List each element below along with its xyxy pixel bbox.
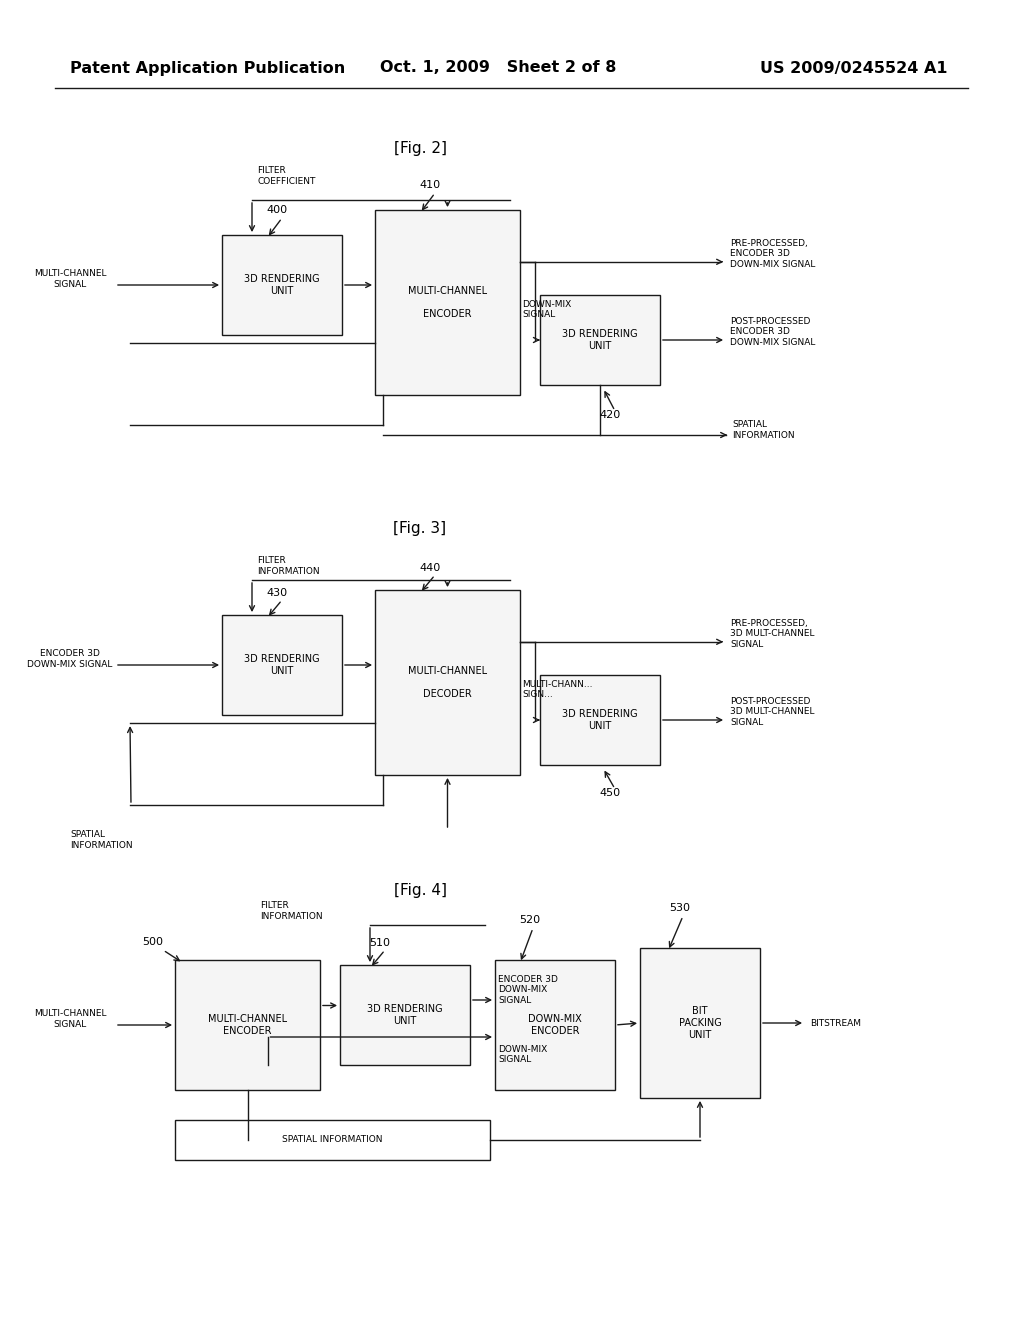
Text: 520: 520 <box>519 915 541 925</box>
Bar <box>375 590 520 775</box>
Bar <box>222 235 342 335</box>
Text: ENCODER 3D
DOWN-MIX SIGNAL: ENCODER 3D DOWN-MIX SIGNAL <box>28 649 113 669</box>
Text: Oct. 1, 2009   Sheet 2 of 8: Oct. 1, 2009 Sheet 2 of 8 <box>380 61 616 75</box>
Text: MULTI-CHANNEL
ENCODER: MULTI-CHANNEL ENCODER <box>208 1014 287 1036</box>
Text: US 2009/0245524 A1: US 2009/0245524 A1 <box>760 61 947 75</box>
Text: MULTI-CHANN...
SIGN...: MULTI-CHANN... SIGN... <box>522 680 593 700</box>
Text: [Fig. 4]: [Fig. 4] <box>393 883 446 898</box>
Bar <box>175 960 319 1090</box>
Bar <box>222 615 342 715</box>
Text: SPATIAL
INFORMATION: SPATIAL INFORMATION <box>70 830 133 850</box>
Bar <box>540 294 660 385</box>
Text: FILTER
INFORMATION: FILTER INFORMATION <box>260 902 323 921</box>
Text: 530: 530 <box>670 903 690 913</box>
Bar <box>175 1119 490 1160</box>
Text: 450: 450 <box>599 788 621 799</box>
Text: 3D RENDERING
UNIT: 3D RENDERING UNIT <box>562 329 638 351</box>
Text: 420: 420 <box>599 411 621 420</box>
Text: 3D RENDERING
UNIT: 3D RENDERING UNIT <box>244 655 319 676</box>
Text: 3D RENDERING
UNIT: 3D RENDERING UNIT <box>368 1005 442 1026</box>
Text: MULTI-CHANNEL
SIGNAL: MULTI-CHANNEL SIGNAL <box>34 269 106 289</box>
Bar <box>375 210 520 395</box>
Text: BITSTREAM: BITSTREAM <box>810 1019 861 1027</box>
Text: 510: 510 <box>370 939 390 948</box>
Text: SPATIAL
INFORMATION: SPATIAL INFORMATION <box>732 420 795 440</box>
Text: POST-PROCESSED
ENCODER 3D
DOWN-MIX SIGNAL: POST-PROCESSED ENCODER 3D DOWN-MIX SIGNA… <box>730 317 815 347</box>
Text: MULTI-CHANNEL
SIGNAL: MULTI-CHANNEL SIGNAL <box>34 1010 106 1028</box>
Text: SPATIAL INFORMATION: SPATIAL INFORMATION <box>283 1135 383 1144</box>
Text: 400: 400 <box>266 205 288 215</box>
Bar <box>640 948 760 1098</box>
Text: ENCODER 3D
DOWN-MIX
SIGNAL: ENCODER 3D DOWN-MIX SIGNAL <box>498 975 558 1005</box>
Text: PRE-PROCESSED,
ENCODER 3D
DOWN-MIX SIGNAL: PRE-PROCESSED, ENCODER 3D DOWN-MIX SIGNA… <box>730 239 815 269</box>
Bar <box>495 960 615 1090</box>
Text: DOWN-MIX
ENCODER: DOWN-MIX ENCODER <box>528 1014 582 1036</box>
Text: DOWN-MIX
SIGNAL: DOWN-MIX SIGNAL <box>522 300 571 319</box>
Text: 440: 440 <box>420 564 440 573</box>
Text: BIT
PACKING
UNIT: BIT PACKING UNIT <box>679 1006 721 1040</box>
Text: FILTER
COEFFICIENT: FILTER COEFFICIENT <box>257 166 315 186</box>
Text: [Fig. 2]: [Fig. 2] <box>393 140 446 156</box>
Bar <box>340 965 470 1065</box>
Text: MULTI-CHANNEL

DECODER: MULTI-CHANNEL DECODER <box>408 665 487 700</box>
Text: PRE-PROCESSED,
3D MULT-CHANNEL
SIGNAL: PRE-PROCESSED, 3D MULT-CHANNEL SIGNAL <box>730 619 814 648</box>
Text: 410: 410 <box>420 180 440 190</box>
Text: DOWN-MIX
SIGNAL: DOWN-MIX SIGNAL <box>498 1044 547 1064</box>
Text: 430: 430 <box>266 587 288 598</box>
Text: POST-PROCESSED
3D MULT-CHANNEL
SIGNAL: POST-PROCESSED 3D MULT-CHANNEL SIGNAL <box>730 697 814 727</box>
Text: 500: 500 <box>142 937 164 946</box>
Text: Patent Application Publication: Patent Application Publication <box>70 61 345 75</box>
Text: FILTER
INFORMATION: FILTER INFORMATION <box>257 556 319 576</box>
Text: 3D RENDERING
UNIT: 3D RENDERING UNIT <box>562 709 638 731</box>
Text: 3D RENDERING
UNIT: 3D RENDERING UNIT <box>244 275 319 296</box>
Bar <box>540 675 660 766</box>
Text: MULTI-CHANNEL

ENCODER: MULTI-CHANNEL ENCODER <box>408 286 487 319</box>
Text: [Fig. 3]: [Fig. 3] <box>393 520 446 536</box>
